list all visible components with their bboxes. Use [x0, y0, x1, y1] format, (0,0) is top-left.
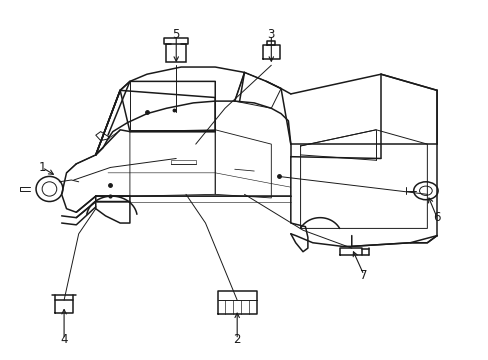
Text: 3: 3 [267, 28, 274, 41]
Text: 4: 4 [60, 333, 68, 346]
Text: 7: 7 [360, 269, 367, 282]
Text: 1: 1 [39, 161, 46, 174]
Bar [166, 44, 185, 62]
Text: 5: 5 [172, 28, 180, 41]
Text: 6: 6 [432, 211, 440, 224]
Text: 2: 2 [233, 333, 241, 346]
